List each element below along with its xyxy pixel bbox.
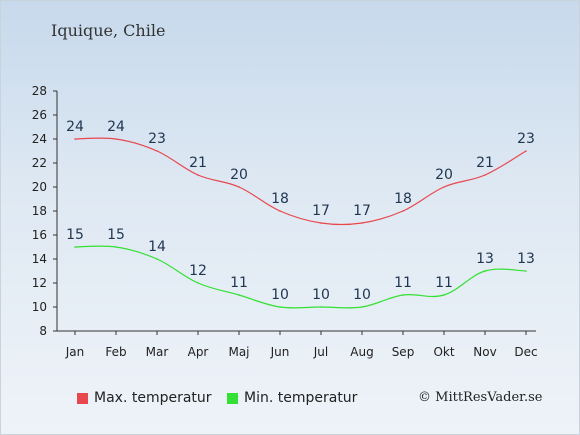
data-point	[197, 282, 199, 284]
x-tick-label: Dec	[514, 345, 537, 359]
data-label: 21	[476, 155, 494, 171]
data-point	[197, 174, 199, 176]
y-tick-label: 14	[32, 252, 47, 266]
data-point	[279, 306, 281, 308]
data-label: 15	[66, 227, 84, 243]
y-tick-label: 10	[32, 300, 47, 314]
y-tick-label: 8	[39, 324, 47, 338]
y-tick-label: 26	[32, 108, 47, 122]
legend-min-swatch	[227, 392, 238, 404]
x-tick-label: Jan	[65, 345, 85, 359]
x-tick-label: Jul	[313, 345, 328, 359]
legend-max-swatch	[77, 392, 88, 404]
data-point	[74, 138, 76, 140]
data-point	[238, 294, 240, 296]
data-point	[279, 210, 281, 212]
data-point	[320, 306, 322, 308]
legend-max: Max. temperatur	[77, 390, 212, 406]
data-label: 21	[189, 155, 207, 171]
data-point	[115, 138, 117, 140]
data-label: 15	[107, 227, 125, 243]
data-point	[484, 270, 486, 272]
data-point	[361, 306, 363, 308]
credit-text: © MittResVader.se	[418, 390, 543, 405]
data-point	[238, 186, 240, 188]
data-point	[361, 222, 363, 224]
x-tick-label: Aug	[350, 345, 373, 359]
data-point	[156, 150, 158, 152]
x-tick-label: Jun	[270, 345, 290, 359]
data-label: 12	[189, 263, 207, 279]
data-label: 10	[312, 287, 330, 303]
data-label: 17	[353, 203, 371, 219]
legend-max-label: Max. temperatur	[94, 390, 212, 406]
legend-min-label: Min. temperatur	[244, 390, 358, 406]
data-label: 18	[271, 191, 289, 207]
data-point	[443, 294, 445, 296]
y-tick-label: 28	[32, 84, 47, 98]
data-label: 24	[107, 119, 125, 135]
data-label: 13	[517, 251, 535, 267]
y-tick-label: 20	[32, 180, 47, 194]
data-label: 20	[435, 167, 453, 183]
x-tick-label: Mar	[146, 345, 169, 359]
data-point	[402, 210, 404, 212]
y-tick-label: 12	[32, 276, 47, 290]
y-tick-label: 16	[32, 228, 47, 242]
x-tick-label: Sep	[392, 345, 415, 359]
data-label: 18	[394, 191, 412, 207]
data-label: 11	[394, 275, 412, 291]
legend-min: Min. temperatur	[227, 390, 357, 406]
x-tick-label: Nov	[473, 345, 496, 359]
x-tick-label: Apr	[188, 345, 209, 359]
data-label: 17	[312, 203, 330, 219]
data-label: 20	[230, 167, 248, 183]
data-label: 13	[476, 251, 494, 267]
data-point	[443, 186, 445, 188]
data-point	[115, 246, 117, 248]
data-point	[402, 294, 404, 296]
data-point	[525, 150, 527, 152]
x-tick-label: Okt	[433, 345, 454, 359]
chart-title: Iquique, Chile	[51, 21, 166, 40]
y-tick-label: 22	[32, 156, 47, 170]
data-label: 24	[66, 119, 84, 135]
data-label: 23	[148, 131, 166, 147]
data-point	[484, 174, 486, 176]
y-tick-label: 24	[32, 132, 47, 146]
data-label: 23	[517, 131, 535, 147]
series-line-1	[74, 245, 527, 309]
data-label: 11	[435, 275, 453, 291]
data-label: 11	[230, 275, 248, 291]
data-label: 10	[353, 287, 371, 303]
data-point	[156, 258, 158, 260]
data-label: 14	[148, 239, 166, 255]
data-label: 10	[271, 287, 289, 303]
series-line-0	[74, 137, 527, 226]
data-point	[320, 222, 322, 224]
y-tick-label: 18	[32, 204, 47, 218]
data-point	[74, 246, 76, 248]
data-point	[525, 270, 527, 272]
x-tick-label: Feb	[105, 345, 126, 359]
x-tick-label: Maj	[228, 345, 249, 359]
